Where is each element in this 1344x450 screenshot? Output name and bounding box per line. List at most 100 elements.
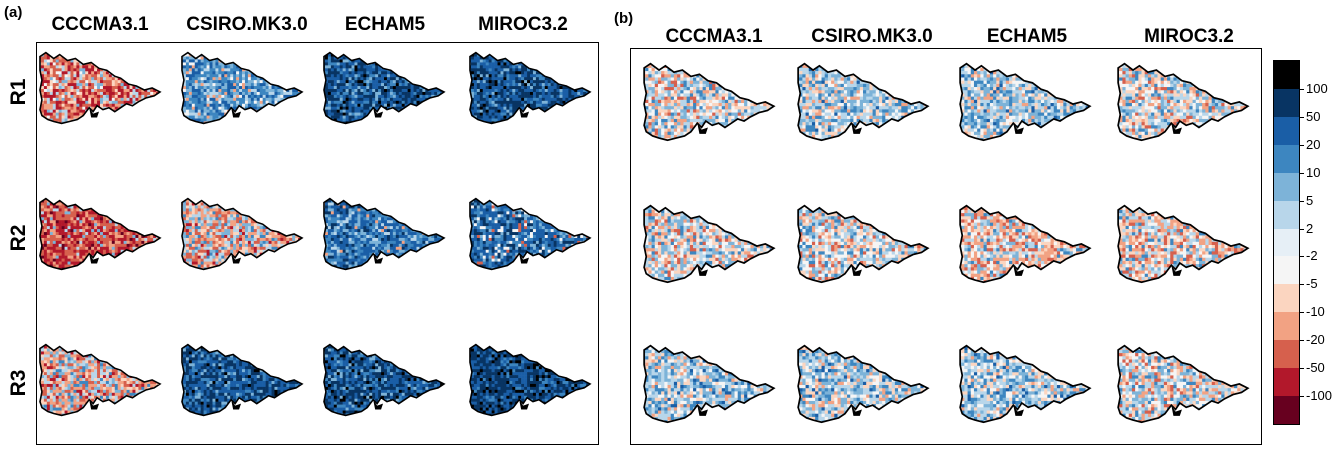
map-b-r2-c1 [643,204,776,284]
legend-swatch [1274,172,1299,202]
bay-shape [1171,265,1182,276]
legend-label: 5 [1306,193,1313,208]
bay-shape [373,107,384,118]
map-b-r3-c4 [1117,344,1250,424]
state-outline [643,344,776,424]
panel-b-col-2: CSIRO.MK3.0 [800,26,944,48]
legend-swatch [1274,200,1299,230]
bay-shape [89,399,100,410]
legend-swatch [1274,340,1299,369]
legend-swatch [1274,61,1299,90]
legend-label: 10 [1306,165,1320,180]
map-b-r1-c1 [643,62,776,142]
map-b-r1-c2 [797,62,930,142]
bay-shape [231,107,242,118]
panel-b-col-3: ECHAM5 [972,26,1082,48]
state-outline [959,62,1092,142]
bay-shape [697,265,708,276]
map-a-r2-c4 [469,197,592,271]
legend-label: -5 [1306,276,1318,291]
state-outline [797,344,930,424]
map-a-r2-c2 [181,197,304,271]
state-outline [797,204,930,284]
panel-a-col-4: MIROC3.2 [462,14,584,36]
panel-a-col-1: CCCMA3.1 [38,14,162,36]
map-b-r1-c4 [1117,62,1250,142]
legend-tick [1300,228,1304,230]
bay-shape [1171,405,1182,416]
legend-label: 2 [1306,221,1313,236]
panel-a-col-2: CSIRO.MK3.0 [172,14,322,36]
panel-b-col-1: CCCMA3.1 [652,26,776,48]
legend-tick [1300,312,1304,314]
map-a-r3-c3 [323,343,446,417]
state-outline [643,204,776,284]
map-a-r1-c2 [181,51,304,125]
bay-shape [89,253,100,264]
map-b-r3-c1 [643,344,776,424]
map-a-r3-c4 [469,343,592,417]
panel-b-label: (b) [614,10,633,27]
state-outline [323,343,446,417]
state-outline [469,343,592,417]
bay-shape [1171,123,1182,134]
legend-tick [1300,200,1304,202]
bay-shape [1013,405,1024,416]
legend-swatch [1274,284,1299,313]
color-legend [1273,60,1300,425]
panel-a-row-3: R3 [7,370,31,397]
map-b-r2-c4 [1117,204,1250,284]
state-outline [643,62,776,142]
bay-shape [519,107,530,118]
map-b-r2-c2 [797,204,930,284]
panel-a-col-3: ECHAM5 [330,14,440,36]
legend-label: 50 [1306,109,1320,124]
legend-label: -50 [1306,360,1325,375]
panel-a-label: (a) [4,4,22,21]
map-a-r1-c3 [323,51,446,125]
map-a-r1-c4 [469,51,592,125]
bay-shape [519,399,530,410]
state-outline [181,197,304,271]
bay-shape [1013,123,1024,134]
map-b-r2-c3 [959,204,1092,284]
map-a-r3-c1 [39,343,162,417]
bay-shape [697,123,708,134]
bay-shape [697,405,708,416]
legend-tick [1300,172,1304,174]
legend-swatch [1274,368,1299,397]
legend-tick [1300,396,1304,398]
legend-swatch [1274,88,1299,118]
bay-shape [89,107,100,118]
state-outline [1117,204,1250,284]
state-outline [959,204,1092,284]
panel-a-frame [36,42,599,445]
panel-a-row-2: R2 [7,225,31,252]
legend-swatch [1274,116,1299,146]
bay-shape [231,253,242,264]
state-outline [323,197,446,271]
bay-shape [373,253,384,264]
legend-tick [1300,340,1304,342]
state-outline [797,62,930,142]
legend-tick [1300,144,1304,146]
legend-tick [1300,88,1304,90]
map-a-r2-c3 [323,197,446,271]
bay-shape [373,399,384,410]
legend-label: -20 [1306,332,1325,347]
map-b-r1-c3 [959,62,1092,142]
state-outline [469,51,592,125]
bay-shape [1013,265,1024,276]
legend-label: 20 [1306,137,1320,152]
map-b-r3-c2 [797,344,930,424]
bay-shape [851,405,862,416]
state-outline [39,343,162,417]
state-outline [959,344,1092,424]
state-outline [181,343,304,417]
legend-tick [1300,284,1304,286]
legend-swatch [1274,312,1299,341]
legend-tick [1300,116,1304,118]
state-outline [181,51,304,125]
legend-tick [1300,368,1304,370]
panel-b-col-4: MIROC3.2 [1126,26,1252,48]
